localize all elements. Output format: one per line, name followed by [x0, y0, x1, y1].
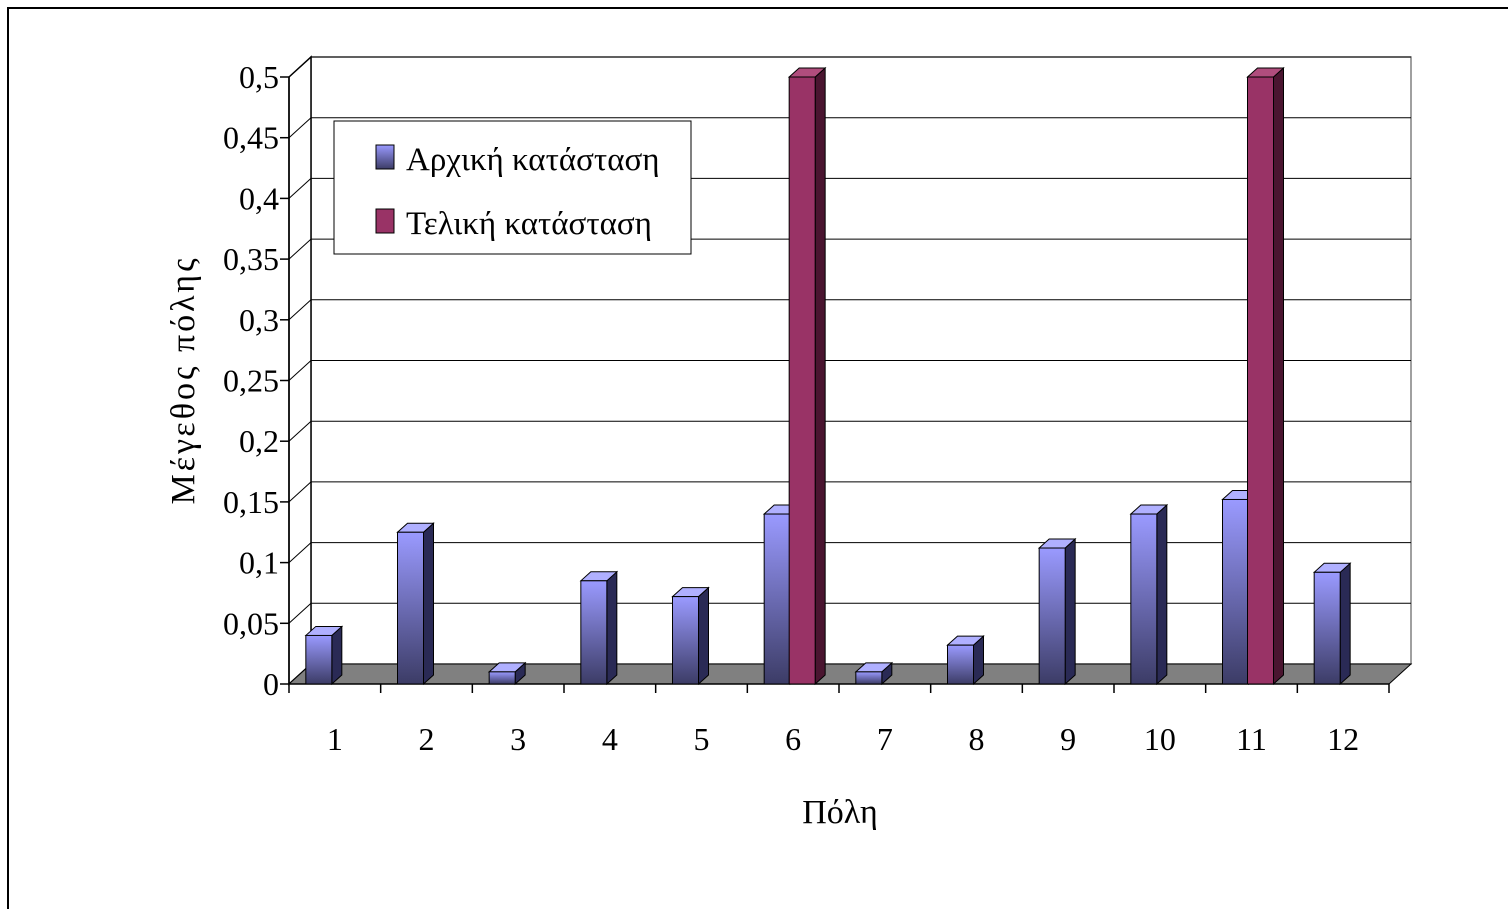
gridline-depth [288, 420, 312, 442]
bar-front [1222, 498, 1249, 685]
x-tick-label: 9 [1060, 721, 1076, 757]
gridline-depth [288, 178, 312, 199]
bar-front [397, 531, 424, 685]
legend-label-initial: Αρχική κατάσταση [406, 142, 660, 178]
bar-initial-9 [1037, 537, 1077, 686]
bar-front [1313, 571, 1341, 685]
bar-side [1064, 537, 1076, 686]
gridline-depth [288, 360, 312, 381]
x-axis-title: Πόλη [802, 794, 878, 831]
bar-front [580, 580, 608, 685]
bar-initial-7 [854, 661, 894, 686]
y-tick-label: 0,35 [223, 241, 279, 277]
bar-front [947, 644, 974, 685]
bar-initial-4 [579, 570, 619, 686]
y-tick-label: 0,05 [223, 605, 279, 641]
x-tick-label: 5 [694, 721, 710, 757]
x-tick-label: 7 [877, 721, 893, 757]
y-tick-label: 0,25 [223, 363, 279, 399]
gridline-depth [288, 299, 312, 321]
bar-final-11 [1246, 66, 1285, 686]
y-tick-label: 0,5 [239, 59, 279, 95]
x-tick-label: 2 [419, 721, 435, 757]
y-tick-label: 0,2 [239, 423, 279, 459]
chart-frame [7, 7, 1508, 909]
y-axis-title: Μέγεθος πόλης [165, 255, 202, 504]
gridline-depth [288, 56, 312, 78]
x-tick-label: 8 [969, 721, 985, 757]
bar-initial-12 [1312, 562, 1352, 686]
bar-initial-2 [396, 522, 435, 686]
bar-final-6 [787, 66, 827, 686]
y-tick-label: 0 [263, 666, 279, 702]
x-tick-label: 1 [327, 721, 343, 757]
x-tick-label: 10 [1144, 721, 1176, 757]
legend: Αρχική κατάσταση Τελική κατάσταση [333, 120, 692, 255]
bar-side [331, 625, 343, 686]
y-tick-label: 0,3 [239, 302, 279, 338]
x-tick-label: 3 [510, 721, 526, 757]
gridline-depth [288, 117, 312, 139]
x-tick-label: 12 [1327, 721, 1359, 757]
bar-front [855, 671, 883, 685]
bar-side [1273, 66, 1284, 686]
x-tick-label: 4 [602, 721, 618, 757]
bar-side [1156, 503, 1168, 686]
y-tick-label: 0,1 [239, 545, 279, 581]
bar-front [488, 671, 516, 685]
bar-side [423, 522, 434, 686]
bar-front [305, 634, 333, 685]
gridline-depth [288, 542, 312, 563]
legend-swatch-final [375, 208, 395, 234]
bar-front [1038, 547, 1066, 685]
y-tick-label: 0,4 [239, 180, 279, 216]
bar-front [788, 76, 816, 685]
bar-side [606, 570, 618, 686]
gridline-depth [288, 481, 312, 503]
y-tick-label: 0,45 [223, 120, 279, 156]
legend-label-final: Τελική κατάσταση [406, 206, 652, 242]
x-tick-label: 6 [785, 721, 801, 757]
gridline-depth [288, 602, 312, 624]
bar-side [698, 586, 709, 686]
bar-initial-1 [304, 625, 344, 686]
y-tick-label: 0,15 [223, 484, 279, 520]
gridline-depth [288, 238, 312, 260]
bar-front [763, 513, 791, 685]
bar-front [1130, 513, 1158, 685]
bar-initial-10 [1129, 503, 1169, 686]
bar-initial-3 [487, 661, 527, 686]
bar-initial-5 [671, 586, 710, 686]
bar-initial-8 [946, 635, 985, 686]
bar-front [1247, 76, 1274, 685]
x-tick-label: 11 [1236, 721, 1267, 757]
bar-side [814, 66, 826, 686]
bar-front [672, 596, 699, 685]
bar-side [1339, 562, 1351, 686]
legend-swatch-initial [375, 144, 395, 170]
